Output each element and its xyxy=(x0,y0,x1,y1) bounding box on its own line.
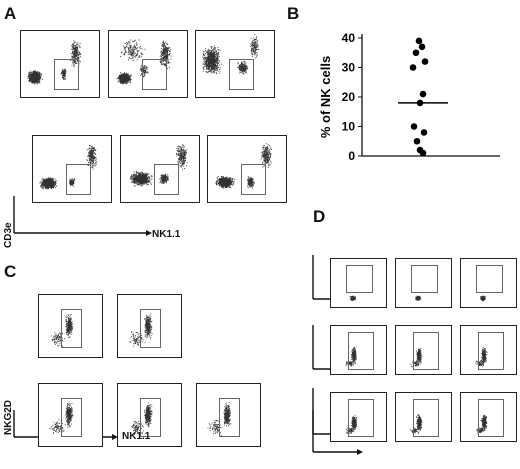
panel-a-plot-1-events xyxy=(27,40,82,85)
panel-a-x-axis-label: NK1.1 xyxy=(152,229,181,240)
panel-d-row-1-col-3-events xyxy=(480,295,486,302)
panel-d-row-1-col-1 xyxy=(330,258,387,308)
panel-d-row-2-col-3-gate xyxy=(477,331,505,370)
panel-a-plot-6-gate xyxy=(240,163,267,196)
panel-b-y-tick-label-0: 0 xyxy=(348,149,355,163)
panel-b-data-point-10 xyxy=(413,137,421,145)
panel-a-plot-2-gate xyxy=(141,58,168,91)
panel-b-y-tick-label-40: 40 xyxy=(342,31,356,45)
panel-d-row-1-col-2-gate xyxy=(411,264,439,294)
panel-d-row-1-col-3 xyxy=(460,258,517,308)
panel-c-plot-1-events xyxy=(51,313,73,347)
panel-c-plot-4 xyxy=(117,383,182,447)
panel-c-plot-1 xyxy=(38,294,103,358)
panel-b-data-point-12 xyxy=(419,149,427,157)
panel-a-plot-3 xyxy=(195,30,275,98)
panel-d-row-3-col-2-gate xyxy=(412,398,440,437)
panel-c-plot-4-gate xyxy=(140,397,161,437)
panel-b-data-point-2 xyxy=(418,43,426,51)
panel-c-plot-4-events xyxy=(131,402,153,436)
panel-a-plot-5-gate xyxy=(153,163,180,196)
panel-d-row-2-col-2 xyxy=(395,325,452,375)
panel-letter-a: A xyxy=(4,4,17,23)
panel-c-y-axis-label: NKG2D xyxy=(3,399,14,435)
panel-d-row-1-col-3-gate xyxy=(476,264,504,294)
panel-d-row-2-col-2-events xyxy=(410,348,423,368)
panel-a-plot-1-gate xyxy=(53,58,80,91)
panel-letter-c: C xyxy=(4,262,17,281)
panel-d-row-2-col-1 xyxy=(330,325,387,375)
panel-b-y-axis-label: % of NK cells xyxy=(318,56,333,138)
panel-d-row-2-col-3 xyxy=(460,325,517,375)
panel-c-plot-2-gate xyxy=(140,308,161,348)
panel-d-row-3-col-1 xyxy=(330,392,387,442)
panel-b-data-point-1 xyxy=(415,37,423,45)
panel-d-row-2-col-3-events xyxy=(475,347,488,368)
panel-b-y-tick-label-20: 20 xyxy=(342,90,356,104)
panel-a-plot-5 xyxy=(120,135,200,203)
panel-d-row-2-col-1-gate xyxy=(347,331,375,370)
panel-d-row-1-col-2 xyxy=(395,258,452,308)
panel-d-row-1-col-2-events xyxy=(415,295,422,301)
panel-a-plot-4-gate xyxy=(65,163,92,196)
panel-c-plot-3-gate xyxy=(61,397,82,437)
panel-d-row-3-col-3 xyxy=(460,392,517,442)
panel-a-plot-3-gate xyxy=(228,58,255,91)
panel-d-row-1-col-1-gate xyxy=(346,264,374,294)
panel-a-plot-4-events xyxy=(39,144,97,190)
panel-c-plot-5-events xyxy=(207,401,232,437)
panel-b-data-point-4 xyxy=(421,58,429,65)
panel-b-data-point-8 xyxy=(410,123,418,130)
panel-b-y-tick-label-30: 30 xyxy=(342,61,356,75)
panel-c-plot-5 xyxy=(196,383,261,447)
panel-b-data-point-6 xyxy=(419,90,427,98)
panel-a-plot-4 xyxy=(32,135,112,203)
panel-b-data-point-5 xyxy=(409,64,417,71)
panel-d-row-2-col-2-gate xyxy=(412,331,440,370)
panel-c-plot-2 xyxy=(117,294,182,358)
panel-d-row-3-col-3-gate xyxy=(477,398,505,437)
panel-b-scatter-chart: 0 10 20 30 40 % of NK cells xyxy=(318,31,500,163)
panel-b-data-point-9 xyxy=(420,129,428,136)
panel-d-row-1-col-1-events xyxy=(349,295,356,302)
panel-d-row-2-col-1-events xyxy=(345,346,357,367)
panel-d-row-3-col-1-events xyxy=(346,415,358,434)
panel-d-row-3-col-1-gate xyxy=(347,398,375,437)
panel-c-plot-2-events xyxy=(129,313,153,347)
panel-b-data-point-3 xyxy=(412,49,420,57)
panel-a-plot-1 xyxy=(20,30,100,98)
panel-c-plot-5-gate xyxy=(219,397,240,437)
panel-c-x-axis-label: NK1.1 xyxy=(122,431,151,442)
panel-a-plot-2-events xyxy=(116,39,172,85)
panel-d-row-3-col-2-events xyxy=(409,413,423,434)
panel-b-y-tick-label-10: 10 xyxy=(342,120,356,134)
panel-a-plot-6-events xyxy=(215,143,272,189)
panel-a-plot-6 xyxy=(207,135,287,203)
panel-c-plot-3-events xyxy=(49,402,74,434)
panel-a-plot-2 xyxy=(108,30,188,98)
panel-letter-b: B xyxy=(287,4,300,23)
panel-letter-d: D xyxy=(313,207,326,226)
panel-c-plot-3 xyxy=(38,383,103,447)
panel-a-plot-5-events xyxy=(129,144,188,187)
panel-c-plot-1-gate xyxy=(61,308,82,348)
panel-a-plot-3-events xyxy=(202,33,260,75)
panel-d-row-3-col-2 xyxy=(395,392,452,442)
